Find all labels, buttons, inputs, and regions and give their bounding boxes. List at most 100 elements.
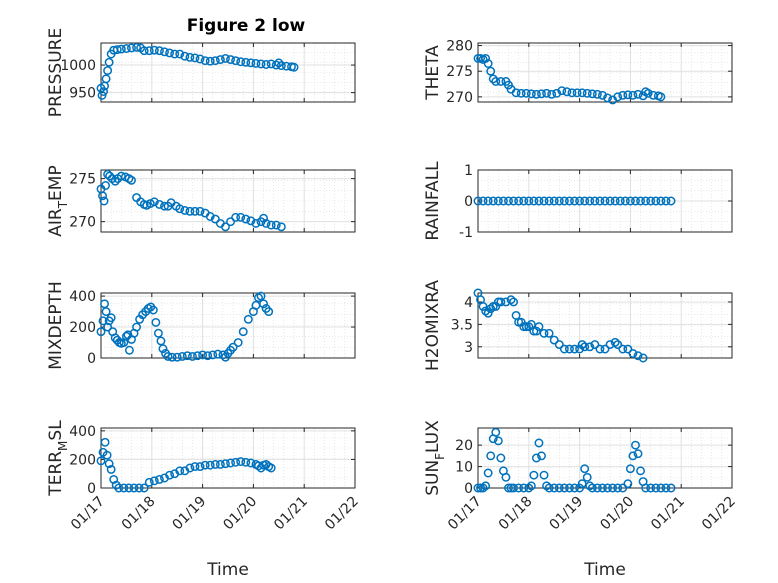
data-point bbox=[570, 344, 579, 354]
data-point bbox=[127, 175, 136, 185]
x-tick-label: 01/18 bbox=[119, 494, 159, 534]
data-point bbox=[264, 307, 274, 317]
data-point bbox=[564, 196, 574, 206]
data-point bbox=[531, 453, 541, 463]
data-point bbox=[516, 317, 526, 327]
data-point bbox=[625, 196, 635, 206]
data-point bbox=[656, 92, 666, 102]
data-point bbox=[554, 483, 564, 493]
figure-title: Figure 2 low bbox=[187, 16, 306, 36]
data-point bbox=[572, 88, 582, 98]
data-point bbox=[595, 344, 605, 354]
data-point bbox=[526, 481, 536, 491]
y-tick-label: 200 bbox=[69, 320, 96, 336]
data-point bbox=[618, 483, 628, 493]
data-point bbox=[154, 46, 164, 56]
data-point bbox=[473, 483, 483, 493]
data-point bbox=[554, 196, 564, 206]
data-point bbox=[144, 477, 154, 487]
data-point bbox=[256, 291, 266, 301]
data-point bbox=[195, 206, 205, 216]
data-point bbox=[628, 349, 638, 358]
data-point bbox=[577, 479, 587, 489]
subplot-h2omixra: 3 3.5 4 H2OMIXRA bbox=[423, 280, 733, 371]
data-point bbox=[547, 89, 557, 99]
data-point bbox=[608, 483, 618, 493]
data-point bbox=[251, 58, 261, 68]
data-point bbox=[101, 74, 111, 84]
y-tick-label: 0 bbox=[464, 194, 473, 210]
data-point bbox=[200, 56, 210, 66]
y-tick-label: 270 bbox=[69, 215, 96, 231]
data-point bbox=[631, 440, 640, 450]
data-point bbox=[557, 86, 567, 96]
data-point bbox=[261, 60, 271, 69]
data-point bbox=[483, 308, 493, 318]
data-point bbox=[149, 197, 159, 207]
data-point bbox=[208, 350, 218, 360]
x-tick-label: 01/20 bbox=[220, 494, 260, 534]
data-point bbox=[539, 328, 549, 338]
data-point bbox=[96, 456, 106, 466]
data-point bbox=[590, 340, 600, 350]
y-axis-label: H2OMIXRA bbox=[423, 280, 443, 371]
axes-frame bbox=[477, 427, 733, 489]
data-point bbox=[646, 196, 656, 206]
data-point bbox=[486, 451, 496, 461]
data-point bbox=[210, 56, 220, 66]
data-point bbox=[598, 90, 607, 100]
y-tick-label: 280 bbox=[446, 39, 473, 55]
data-point bbox=[271, 60, 281, 70]
data-point bbox=[529, 326, 539, 336]
data-point bbox=[177, 352, 187, 361]
data-point bbox=[544, 196, 554, 206]
data-point bbox=[666, 483, 676, 493]
data-point bbox=[121, 44, 131, 53]
data-point bbox=[98, 191, 107, 201]
data-point bbox=[610, 337, 620, 347]
data-point bbox=[623, 344, 633, 354]
data-point bbox=[651, 483, 661, 493]
data-point bbox=[549, 335, 559, 345]
data-point bbox=[504, 483, 513, 493]
data-point bbox=[185, 52, 195, 62]
data-point bbox=[139, 483, 149, 493]
data-point bbox=[246, 58, 256, 68]
data-point bbox=[585, 481, 595, 491]
data-point bbox=[481, 481, 491, 491]
data-point bbox=[276, 61, 286, 71]
data-point bbox=[231, 212, 241, 222]
y-tick-label: 3 bbox=[464, 340, 473, 356]
axes-frame bbox=[100, 42, 356, 103]
data-point bbox=[134, 483, 144, 493]
data-point bbox=[603, 93, 612, 103]
data-point bbox=[651, 196, 661, 206]
data-point bbox=[496, 453, 506, 463]
data-point bbox=[476, 483, 485, 493]
data-point bbox=[99, 196, 109, 206]
data-point bbox=[613, 92, 623, 102]
data-point bbox=[215, 55, 225, 64]
data-point bbox=[478, 301, 488, 311]
data-point bbox=[205, 56, 215, 66]
data-point bbox=[549, 196, 559, 206]
x-tick-label: 01/19 bbox=[170, 494, 210, 534]
data-point bbox=[509, 196, 519, 206]
data-point bbox=[564, 483, 574, 493]
data-point bbox=[149, 45, 159, 55]
data-point bbox=[516, 88, 526, 98]
data-point bbox=[110, 176, 120, 186]
data-point bbox=[488, 301, 498, 311]
data-point bbox=[195, 462, 205, 472]
data-point bbox=[496, 77, 506, 86]
data-point bbox=[241, 457, 251, 467]
data-point bbox=[631, 196, 640, 206]
data-point bbox=[623, 90, 633, 100]
data-point bbox=[509, 483, 519, 493]
data-point bbox=[585, 196, 595, 206]
data-point bbox=[618, 344, 628, 354]
data-point bbox=[504, 196, 513, 206]
x-tick-label: 01/21 bbox=[271, 494, 311, 534]
y-tick-label: 1 bbox=[464, 163, 473, 179]
